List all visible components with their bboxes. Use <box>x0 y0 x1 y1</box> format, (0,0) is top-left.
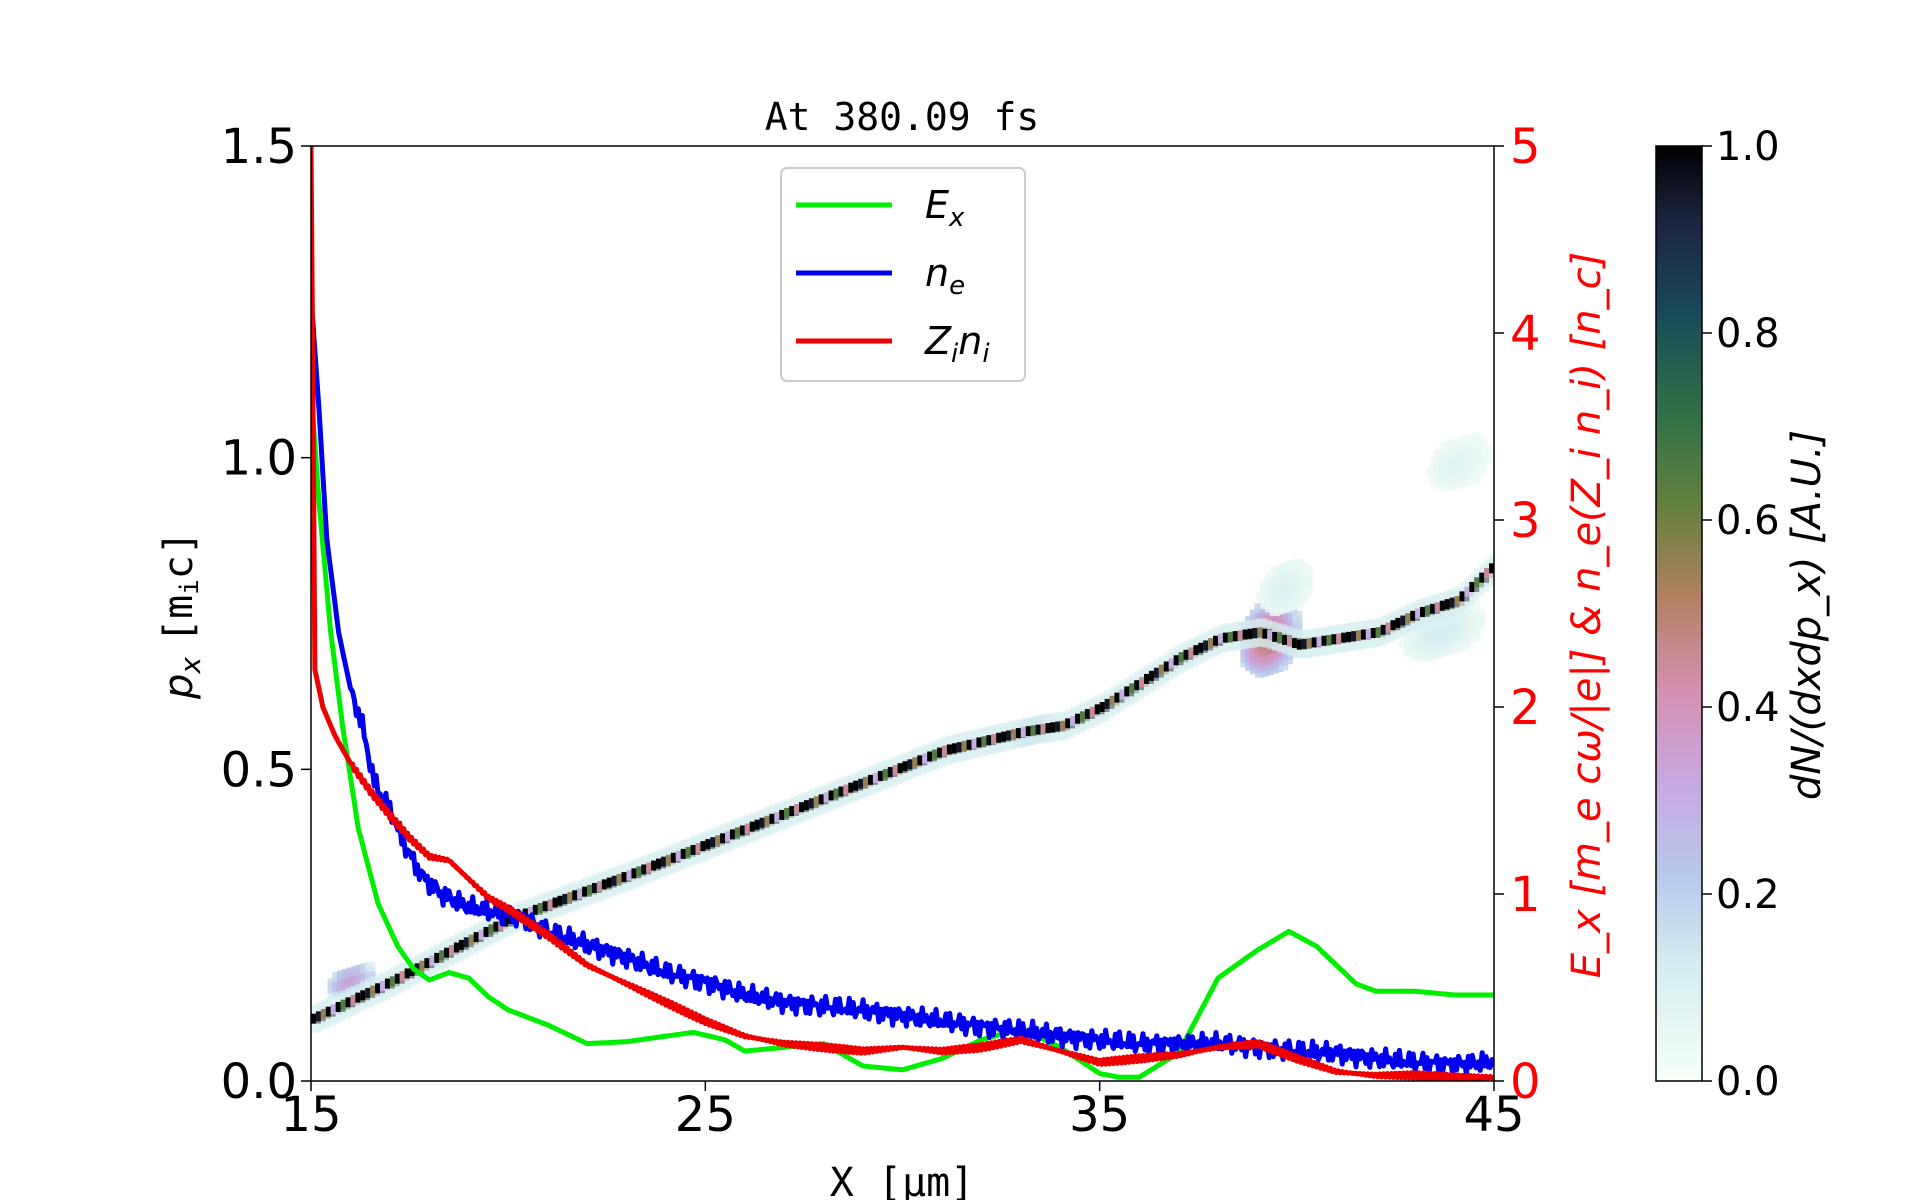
legend: Ex ne Zini <box>780 167 1026 382</box>
x-tick-label: 25 <box>675 1087 736 1143</box>
colorbar-tick-label: 1.0 <box>1716 124 1780 170</box>
x-axis-label: X [μm] <box>830 1160 975 1200</box>
y-right-tick-label: 0 <box>1510 1054 1541 1110</box>
phase-band-cell <box>1489 563 1494 574</box>
colorbar-ticks: 0.0 0.2 0.4 0.6 0.8 1.0 <box>1702 124 1780 1105</box>
phase-cell <box>1302 565 1313 576</box>
phase-cell <box>1470 601 1481 612</box>
colorbar-tick-label: 0.0 <box>1716 1059 1780 1105</box>
legend-label: Ex <box>925 183 965 233</box>
colorbar-tick-label: 0.6 <box>1716 498 1780 544</box>
phase-cell <box>365 961 376 972</box>
phase-space-heatmap <box>311 432 1504 1033</box>
plot-frame <box>310 145 1495 1082</box>
colorbar-label-text: dN/(dxdp_x) [A.U.] <box>1784 430 1830 800</box>
y-left-tick-label: 1.0 <box>221 431 297 487</box>
y-right-tick-label: 5 <box>1510 119 1541 175</box>
series-lines <box>311 146 1494 1081</box>
legend-label: Zini <box>924 319 990 369</box>
phase-cell <box>1481 444 1492 455</box>
colorbar-tick-label: 0.2 <box>1716 872 1780 918</box>
y-right-tick-label: 4 <box>1510 306 1541 362</box>
series-line-ex <box>311 388 1494 1080</box>
x-tick-label: 15 <box>280 1087 341 1143</box>
y-right-tick-label: 1 <box>1510 867 1541 923</box>
y-axis-right-label: E_x [m_e cω/|e|] & n_e(Z_i n_i) [n_c] <box>1564 252 1610 978</box>
phase-cell <box>1477 435 1488 446</box>
legend-label: ne <box>925 251 965 301</box>
y-left-tick-label: 1.5 <box>221 119 297 175</box>
chart-title: At 380.09 fs <box>765 95 1040 139</box>
x-tick-label: 35 <box>1069 1087 1130 1143</box>
phase-band-cell <box>1494 559 1504 569</box>
svg-text:px[mic]: px[mic] <box>156 531 207 700</box>
y-axis-right-label-text: E_x [m_e cω/|e|] & n_e(Z_i n_i) [n_c] <box>1564 252 1610 978</box>
phase-cell <box>1475 609 1486 620</box>
y-left-tick-label: 0.0 <box>221 1054 297 1110</box>
legend-box <box>780 167 1026 382</box>
series-line-ne <box>311 295 1494 1078</box>
colorbar-label: dN/(dxdp_x) [A.U.] <box>1784 430 1830 800</box>
colorbar-tick-label: 0.8 <box>1716 311 1780 357</box>
y-axis-left-label: px[mic] <box>156 531 207 700</box>
colorbar <box>1655 145 1703 1082</box>
series-line-zini <box>311 146 1494 1081</box>
y-left-tick-label: 0.5 <box>221 742 297 798</box>
y-right-tick-label: 2 <box>1510 680 1541 736</box>
phase-halo-cell <box>1494 550 1504 578</box>
y-right-tick-label: 3 <box>1510 493 1541 549</box>
x-tick-label: 45 <box>1463 1087 1524 1143</box>
colorbar-tick-label: 0.4 <box>1716 685 1780 731</box>
phase-cell <box>1292 611 1303 622</box>
